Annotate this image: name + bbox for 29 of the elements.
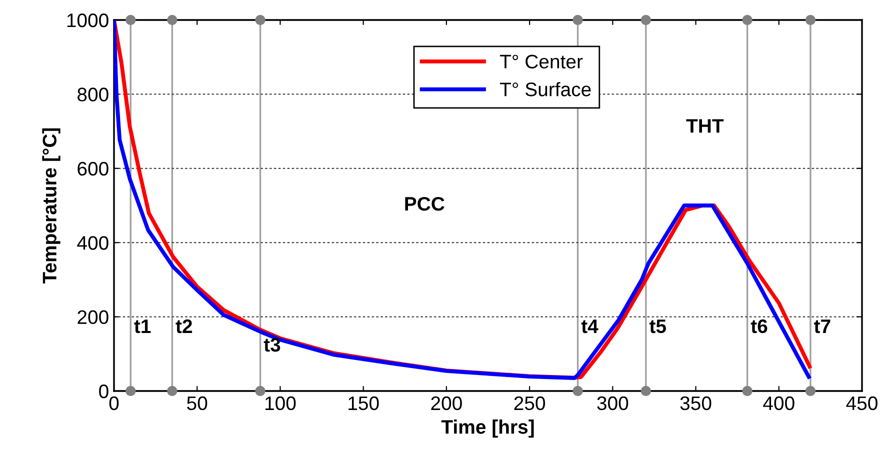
y-tick-label: 400 [77,236,108,250]
y-tick-label: 800 [78,88,108,102]
x-tick-label: 250 [514,396,546,410]
x-tick-label: 300 [597,396,628,410]
ref-line-label: t1 [134,320,151,334]
y-axis-title: Temperature [°C] [42,128,60,284]
ref-line-label: t7 [814,320,830,334]
x-tick-label: 200 [431,396,462,410]
ref-line-label: t4 [581,320,598,334]
x-tick-label: 0 [109,396,119,410]
y-tick-label: 1000 [67,13,108,28]
x-tick-label: 400 [763,396,794,410]
ref-line-label: t3 [264,338,280,352]
y-tick-label: 600 [78,162,108,176]
y-tick-label: 200 [78,310,108,324]
annotation: THT [686,119,724,133]
ref-line-label: t2 [176,319,192,334]
x-tick-label: 50 [187,396,208,410]
ref-line-label: t6 [750,319,768,334]
x-tick-label: 450 [846,396,878,410]
ref-line-label: t5 [649,320,666,334]
legend-label: T° Center [500,54,583,68]
x-axis-title: Time [hrs] [441,420,534,438]
y-tick-label: 0 [99,384,108,398]
x-tick-label: 150 [348,396,379,410]
legend-label: T° Surface [500,82,591,96]
x-tick-label: 350 [680,396,712,410]
x-tick-label: 100 [265,396,296,410]
annotation: PCC [405,196,444,211]
